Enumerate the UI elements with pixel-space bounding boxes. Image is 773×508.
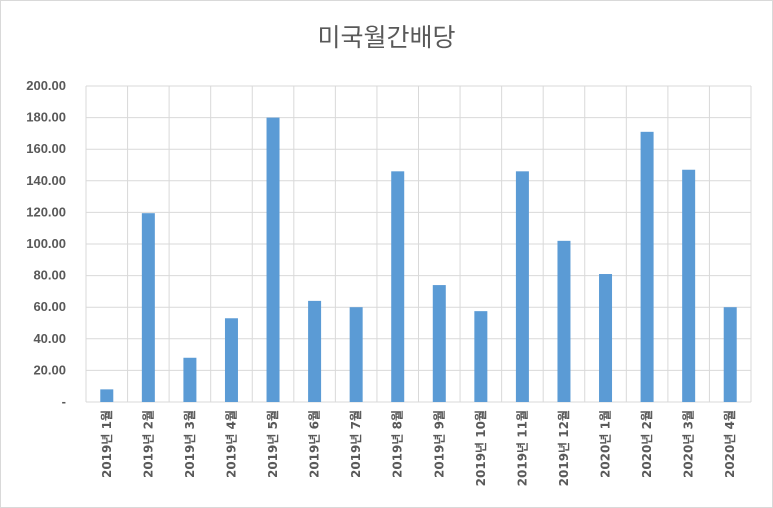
x-tick-label: 2019년 3월 (182, 410, 197, 478)
y-tick-label: 160.00 (26, 141, 66, 156)
y-tick-label: 100.00 (26, 236, 66, 251)
y-tick-label: 40.00 (33, 331, 66, 346)
bar (141, 213, 155, 402)
bar (224, 318, 238, 402)
x-tick-label: 2019년 8월 (390, 410, 405, 478)
bar (599, 274, 613, 402)
x-tick-label: 2019년 5월 (265, 410, 280, 478)
horizontal-gridlines (86, 85, 751, 403)
x-tick-label: 2019년 4월 (223, 410, 238, 478)
y-tick-label: 180.00 (26, 110, 66, 125)
y-tick-label: - (62, 394, 66, 409)
y-tick-label: 200.00 (26, 78, 66, 93)
bar (474, 311, 488, 402)
bar (349, 307, 363, 402)
x-axis-tick-labels: 2019년 1월 2019년 2월 2019년 3월 2019년 4월 2019년 5월… (99, 410, 737, 486)
y-tick-label: 60.00 (33, 299, 66, 314)
bar (308, 300, 322, 402)
bar (100, 389, 114, 402)
chart-title: 미국월간배당 (317, 23, 456, 52)
x-tick-label: 2019년 12월 (556, 410, 571, 486)
bar (640, 131, 654, 402)
x-tick-label: 2019년 11월 (514, 410, 529, 486)
x-tick-label: 2019년 2월 (140, 410, 155, 478)
x-tick-label: 2020년 1월 (598, 410, 613, 478)
x-tick-label: 2020년 4월 (722, 410, 737, 478)
bar (557, 240, 571, 402)
bar (723, 307, 737, 402)
bar-series (100, 117, 737, 402)
x-tick-label: 2019년 6월 (307, 410, 322, 478)
x-tick-label: 2019년 10월 (473, 410, 488, 486)
bar (183, 357, 197, 402)
bar (515, 171, 529, 402)
bar (266, 117, 280, 402)
bar (682, 169, 696, 402)
y-tick-label: 140.00 (26, 173, 66, 188)
bar (432, 285, 446, 402)
x-tick-label: 2020년 3월 (681, 410, 696, 478)
x-tick-label: 2019년 9월 (431, 410, 446, 478)
x-tick-label: 2020년 2월 (639, 410, 654, 478)
y-tick-label: 80.00 (33, 268, 66, 283)
y-tick-label: 120.00 (26, 204, 66, 219)
x-tick-label: 2019년 1월 (99, 410, 114, 478)
x-tick-label: 2019년 7월 (348, 410, 363, 478)
y-axis-tick-labels: - 20.00 40.00 60.00 80.00 100.00 120.00 140.00 1… (26, 78, 66, 409)
y-tick-label: 20.00 (33, 362, 66, 377)
bar (391, 171, 405, 402)
